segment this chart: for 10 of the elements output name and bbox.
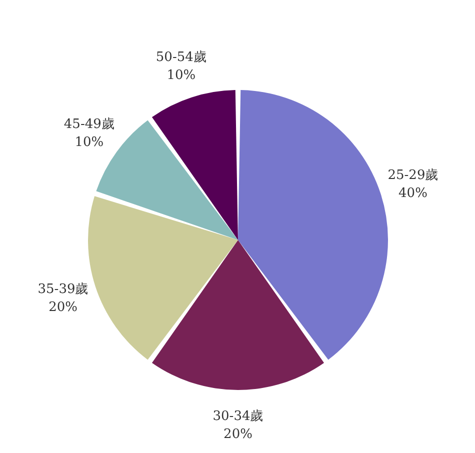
slice-label: 30-34歲 (212, 409, 264, 424)
data-label: 10% (74, 134, 104, 150)
data-label: 20% (48, 300, 78, 315)
slice-label: 45-49歲 (64, 116, 114, 132)
slice-label: 50-54歲 (156, 50, 206, 66)
data-label: 10% (166, 68, 196, 84)
data-label: 20% (224, 427, 252, 442)
slice-label: 25-29歲 (388, 168, 438, 184)
slice-label: 35-39歲 (38, 282, 88, 297)
data-label: 40% (398, 186, 428, 202)
